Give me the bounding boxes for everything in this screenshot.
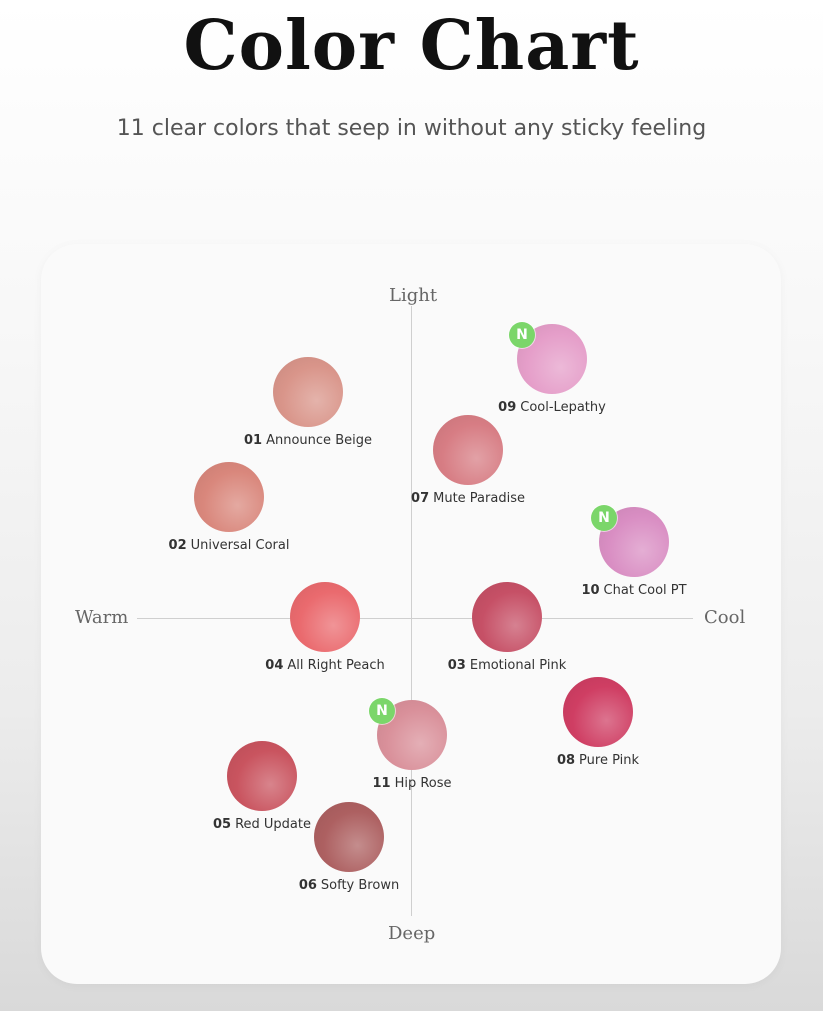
shade-number: 02 <box>168 538 187 553</box>
shade-swatch-03[interactable] <box>472 582 542 652</box>
shade-number: 09 <box>498 400 517 415</box>
shade-swatch-08[interactable] <box>563 677 633 747</box>
shade-number: 10 <box>581 583 600 598</box>
new-badge: N <box>369 698 395 724</box>
shade-label-03: 03 Emotional Pink <box>448 658 566 674</box>
new-badge: N <box>509 322 535 348</box>
shade-name: Emotional Pink <box>469 658 567 673</box>
shade-number: 06 <box>298 878 317 893</box>
shade-name: Pure Pink <box>579 753 640 768</box>
shade-number: 08 <box>556 753 576 768</box>
shade-name: Universal Coral <box>190 538 290 553</box>
shade-number: 04 <box>265 658 284 673</box>
shade-name: All Right Peach <box>287 658 385 673</box>
shade-number: 03 <box>447 658 466 673</box>
new-badge: N <box>591 505 617 531</box>
shade-name: Mute Paradise <box>433 491 525 506</box>
shade-name: Announce Beige <box>266 433 372 448</box>
shade-swatch-05[interactable] <box>227 741 297 811</box>
shade-name: Chat Cool PT <box>603 583 687 598</box>
shade-label-04: 04 All Right Peach <box>265 658 384 674</box>
shade-swatch-06[interactable] <box>314 802 384 872</box>
shade-label-10: 10 Chat Cool PT <box>581 583 686 599</box>
shade-label-01: 01 Announce Beige <box>244 433 372 449</box>
color-chart-card: Light Deep Warm Cool 01 Announce Beige 02 U… <box>41 244 781 984</box>
shade-label-07: 07 Mute Paradise <box>411 491 525 507</box>
shade-swatch-04[interactable] <box>290 582 360 652</box>
shade-number: 11 <box>372 776 391 791</box>
shade-swatch-07[interactable] <box>433 415 503 485</box>
shade-swatch-01[interactable] <box>273 357 343 427</box>
shade-name: Hip Rose <box>394 776 452 791</box>
shade-label-08: 08 Pure Pink <box>557 753 639 769</box>
page-title: Color Chart <box>183 6 640 86</box>
shade-label-06: 06 Softy Brown <box>299 878 399 894</box>
shade-label-02: 02 Universal Coral <box>169 538 290 554</box>
shade-name: Cool-Lepathy <box>520 400 606 415</box>
shade-label-05: 05 Red Update <box>213 817 311 833</box>
axis-label-warm: Warm <box>75 607 129 628</box>
axis-label-light: Light <box>389 285 438 306</box>
shade-number: 07 <box>411 491 430 506</box>
shade-label-09: 09 Cool-Lepathy <box>498 400 606 416</box>
shade-name: Softy Brown <box>320 878 400 893</box>
vertical-axis-line <box>411 306 412 916</box>
shade-swatch-02[interactable] <box>194 462 264 532</box>
horizontal-axis-line <box>137 618 693 619</box>
axis-label-cool: Cool <box>704 607 746 628</box>
axis-label-deep: Deep <box>388 923 436 944</box>
shade-number: 05 <box>212 817 232 832</box>
shade-name: Red Update <box>235 817 312 832</box>
shade-number: 01 <box>244 433 263 448</box>
shade-label-11: 11 Hip Rose <box>372 776 451 792</box>
page-subtitle: 11 clear colors that seep in without any… <box>116 116 707 141</box>
